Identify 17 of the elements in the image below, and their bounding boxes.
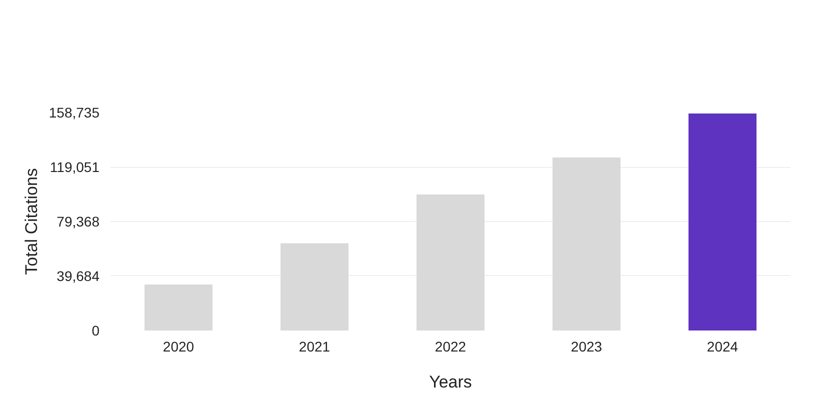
y-tick-label: 39,684 (56, 268, 100, 284)
bar (144, 284, 212, 330)
x-tick-label: 2022 (434, 338, 466, 354)
bar (280, 243, 348, 330)
y-axis-title: Total Citations (22, 168, 41, 275)
y-tick-label: 158,735 (48, 104, 100, 120)
bar (416, 194, 484, 330)
x-tick-label: 2024 (706, 338, 738, 354)
y-tick-label: 79,368 (56, 214, 100, 230)
x-tick-label: 2020 (162, 338, 194, 354)
y-tick-label: 0 (92, 322, 100, 338)
bar (688, 114, 756, 330)
y-tick-label: 119,051 (50, 159, 100, 175)
x-axis-title: Years (429, 372, 472, 392)
bar (552, 157, 620, 330)
x-tick-label: 2021 (298, 338, 330, 354)
x-tick-label: 2023 (570, 338, 602, 354)
